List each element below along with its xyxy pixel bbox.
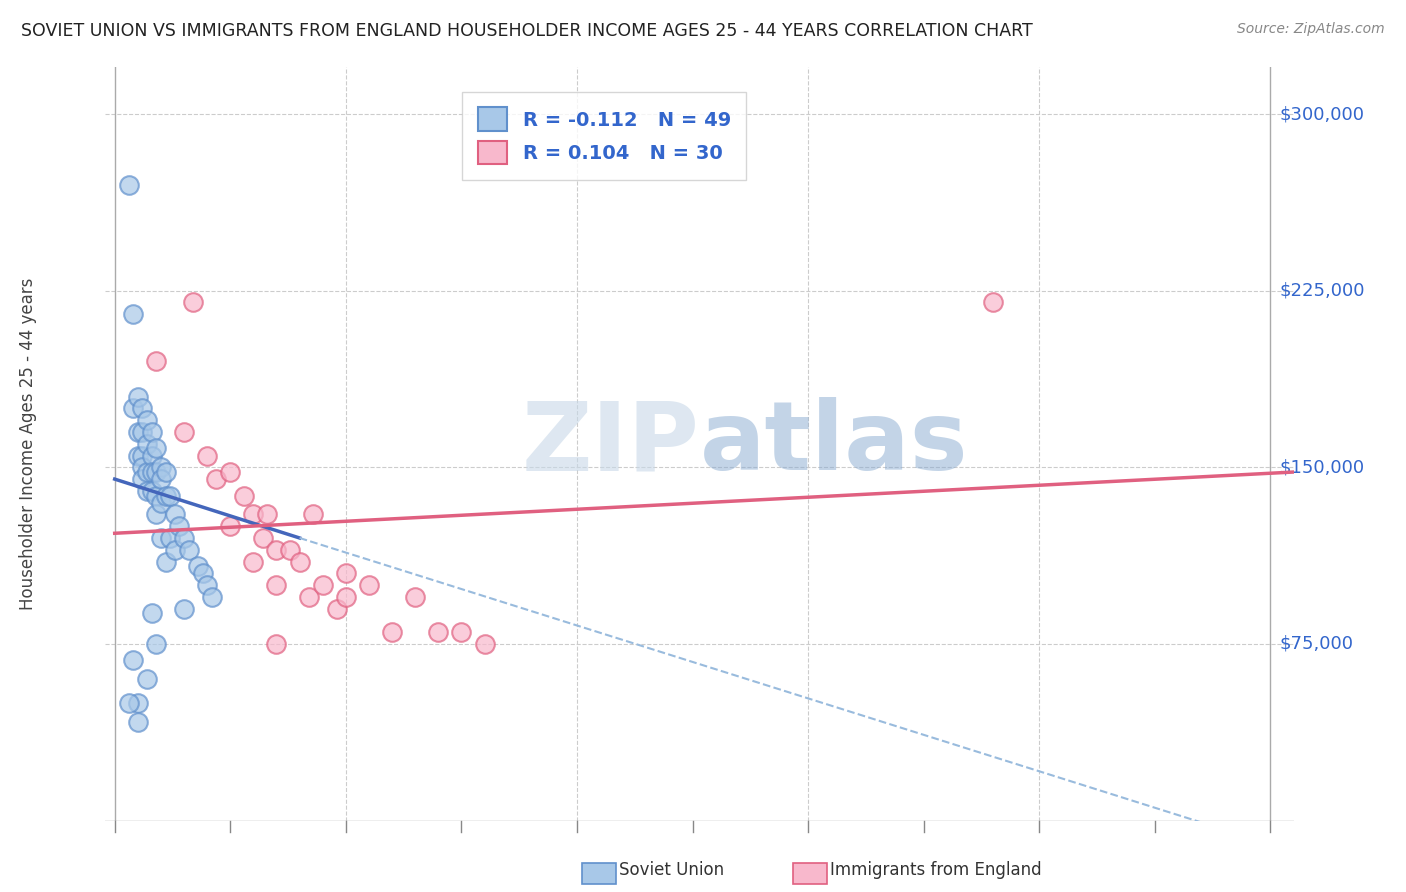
Point [163, 508, 186, 522]
Point [141, 607, 163, 621]
Point [181, 295, 204, 310]
Point [242, 508, 264, 522]
Point [145, 489, 167, 503]
Point [173, 601, 195, 615]
Text: $225,000: $225,000 [1279, 282, 1365, 300]
Point [136, 483, 159, 498]
Point [122, 653, 145, 667]
Point [474, 637, 496, 651]
Point [288, 555, 311, 569]
Point [219, 519, 242, 533]
Point [201, 590, 224, 604]
Point [155, 465, 177, 479]
Point [381, 625, 404, 640]
Point [149, 531, 172, 545]
Point [127, 696, 149, 710]
Point [149, 496, 172, 510]
Point [145, 354, 167, 368]
Text: atlas: atlas [700, 397, 969, 491]
Point [117, 178, 139, 192]
Point [155, 489, 177, 503]
Point [302, 508, 325, 522]
Point [312, 578, 335, 592]
Point [450, 625, 472, 640]
Text: $75,000: $75,000 [1279, 635, 1354, 653]
Point [141, 465, 163, 479]
Point [127, 425, 149, 439]
Point [136, 436, 159, 450]
Point [280, 542, 302, 557]
Point [163, 542, 186, 557]
Point [266, 542, 288, 557]
Point [159, 489, 181, 503]
Point [155, 555, 177, 569]
Point [335, 566, 357, 581]
Point [242, 555, 264, 569]
Point [205, 472, 228, 486]
Point [127, 449, 149, 463]
Point [427, 625, 450, 640]
Point [173, 531, 195, 545]
Text: SOVIET UNION VS IMMIGRANTS FROM ENGLAND HOUSEHOLDER INCOME AGES 25 - 44 YEARS CO: SOVIET UNION VS IMMIGRANTS FROM ENGLAND … [21, 22, 1033, 40]
Point [131, 460, 153, 475]
Point [219, 465, 242, 479]
Point [122, 307, 145, 321]
Point [173, 425, 195, 439]
Point [191, 566, 214, 581]
Point [141, 449, 163, 463]
Point [136, 673, 159, 687]
Point [195, 449, 218, 463]
Point [127, 714, 149, 729]
Point [266, 637, 288, 651]
Point [335, 590, 357, 604]
Point [266, 578, 288, 592]
Point [145, 508, 167, 522]
Point [131, 401, 153, 416]
Point [169, 519, 191, 533]
Point [145, 637, 167, 651]
Point [136, 465, 159, 479]
Point [145, 442, 167, 456]
Point [256, 508, 278, 522]
Text: Householder Income Ages 25 - 44 years: Householder Income Ages 25 - 44 years [20, 277, 37, 610]
Point [122, 401, 145, 416]
Point [404, 590, 426, 604]
Point [357, 578, 380, 592]
Point [145, 465, 167, 479]
Point [131, 449, 153, 463]
Text: Source: ZipAtlas.com: Source: ZipAtlas.com [1237, 22, 1385, 37]
Point [195, 578, 218, 592]
Point [141, 425, 163, 439]
Point [131, 425, 153, 439]
Point [981, 295, 1004, 310]
Point [131, 472, 153, 486]
Point [187, 559, 209, 574]
Text: Immigrants from England: Immigrants from England [830, 861, 1042, 879]
Point [252, 531, 274, 545]
Point [127, 390, 149, 404]
Point [177, 542, 200, 557]
Text: $150,000: $150,000 [1279, 458, 1365, 476]
Point [136, 413, 159, 427]
Legend: R = -0.112   N = 49, R = 0.104   N = 30: R = -0.112 N = 49, R = 0.104 N = 30 [463, 92, 747, 180]
Point [141, 483, 163, 498]
Text: Soviet Union: Soviet Union [619, 861, 724, 879]
Point [233, 489, 256, 503]
Point [325, 601, 347, 615]
Point [298, 590, 321, 604]
Text: $300,000: $300,000 [1279, 105, 1365, 123]
Point [149, 460, 172, 475]
Point [117, 696, 139, 710]
Point [149, 472, 172, 486]
Text: ZIP: ZIP [522, 397, 700, 491]
Point [159, 531, 181, 545]
